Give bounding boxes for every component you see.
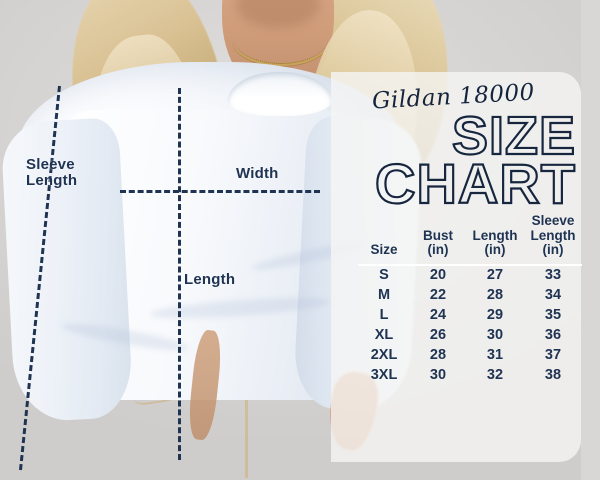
cell-length: 29: [486, 306, 504, 323]
table-row: M 22 28 34: [358, 285, 582, 305]
cell-size: 2XL: [370, 346, 398, 363]
header-sleeve-text2: Length: [530, 227, 576, 243]
header-bust-text: Bust: [423, 227, 453, 243]
sleeve-length-label-line2: Length: [26, 171, 78, 189]
cell-size: XL: [374, 326, 394, 343]
cell-length: 31: [486, 346, 504, 363]
cell-sleeve: 38: [544, 366, 562, 383]
cell-bust: 22: [429, 286, 447, 303]
header-length-text: Length: [472, 227, 518, 243]
header-sleeve-text: Sleeve: [531, 213, 575, 228]
cell-length: 27: [486, 267, 504, 284]
size-table-header-row: Size Bust (in) Length (in) Sleeve Length…: [358, 213, 582, 265]
cell-length: 32: [486, 366, 504, 383]
size-table-head: Size Bust (in) Length (in) Sleeve Length…: [358, 213, 582, 265]
panel-right-margin: [581, 0, 600, 480]
cell-bust: 28: [429, 346, 447, 363]
cell-sleeve: 37: [544, 346, 562, 363]
header-bust-unit: (in): [427, 242, 449, 258]
table-row: S 20 27 33: [358, 265, 582, 285]
cell-bust: 26: [429, 326, 447, 343]
cell-length: 30: [486, 326, 504, 343]
header-sleeve-unit: (in): [542, 242, 564, 258]
length-label: Length: [184, 271, 236, 288]
cell-sleeve: 33: [544, 267, 562, 284]
sleeve-length-label-line1: Sleeve: [26, 156, 75, 173]
title-chart: CHART: [374, 152, 576, 215]
header-length: Length (in): [466, 214, 524, 265]
cell-length: 28: [486, 286, 504, 303]
header-bust: Bust (in): [410, 214, 466, 265]
title-size: SIZE: [451, 106, 576, 166]
header-size: Size: [358, 214, 410, 265]
header-size-text: Size: [370, 242, 398, 258]
cell-bust: 24: [429, 306, 447, 323]
sweatshirt-collar: [228, 72, 332, 116]
cell-bust: 20: [429, 267, 447, 284]
cell-sleeve: 35: [544, 306, 562, 323]
table-row: L 24 29 35: [358, 305, 582, 325]
table-row: XL 26 30 36: [358, 325, 582, 345]
width-label: Width: [236, 165, 279, 182]
size-table-body: S 20 27 33 M 22 28 34 L 24 29 35: [358, 265, 582, 385]
cell-size: L: [379, 306, 389, 323]
cell-size: 3XL: [370, 366, 398, 383]
table-row: 2XL 28 31 37: [358, 345, 582, 365]
cell-sleeve: 34: [544, 286, 562, 303]
cell-bust: 30: [429, 366, 447, 383]
header-sleeve-length: Sleeve Length (in): [524, 213, 582, 265]
table-row: 3XL 30 32 38: [358, 365, 582, 385]
cell-size: S: [379, 267, 389, 284]
jeans-fly-seam: [245, 372, 248, 478]
size-table-element: Size Bust (in) Length (in) Sleeve Length…: [358, 213, 582, 385]
sleeve-length-label: Sleeve Length: [26, 157, 77, 189]
cell-sleeve: 36: [544, 326, 562, 343]
size-table: Size Bust (in) Length (in) Sleeve Length…: [358, 213, 582, 385]
cell-size: M: [377, 286, 391, 303]
header-length-unit: (in): [484, 242, 506, 258]
size-chart-panel: [331, 72, 581, 462]
gold-chain-necklace: [232, 14, 330, 66]
